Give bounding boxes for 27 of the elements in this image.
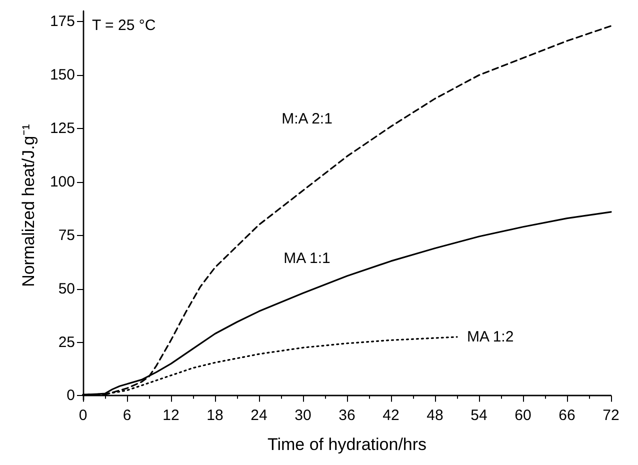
y-tick-label: 100 <box>50 173 75 190</box>
x-tick-label: 48 <box>426 407 444 424</box>
x-tick-label: 36 <box>338 407 356 424</box>
series-label: MA 1:1 <box>284 250 330 268</box>
x-tick-label: 0 <box>78 407 88 424</box>
y-tick-label: 25 <box>58 334 75 351</box>
x-tick-label: 30 <box>294 407 312 424</box>
y-axis-title: Normalized heat/J.g⁻¹ <box>19 124 38 287</box>
x-tick-label: 18 <box>206 407 224 424</box>
x-tick-label: 6 <box>122 407 132 424</box>
y-tick-label: 50 <box>58 280 75 298</box>
x-tick-label: 66 <box>558 407 576 424</box>
y-tick-label: 0 <box>66 387 75 404</box>
x-tick-label: 12 <box>162 407 180 424</box>
y-tick-label: 125 <box>50 120 75 138</box>
y-tick-label: 75 <box>58 226 75 244</box>
x-tick-label: 24 <box>250 407 268 424</box>
x-tick-label: 42 <box>382 407 400 424</box>
annotation: T = 25 °C <box>92 17 156 34</box>
x-tick-label: 72 <box>602 407 620 424</box>
series-label: MA 1:2 <box>467 328 514 346</box>
y-tick-label: 175 <box>50 13 75 30</box>
x-tick-label: 60 <box>514 407 532 424</box>
y-tick-label: 150 <box>50 66 75 84</box>
x-tick-label: 54 <box>470 407 488 424</box>
text: M:A 2:1 <box>282 110 332 128</box>
x-axis-title: Time of hydration/hrs <box>267 435 427 454</box>
